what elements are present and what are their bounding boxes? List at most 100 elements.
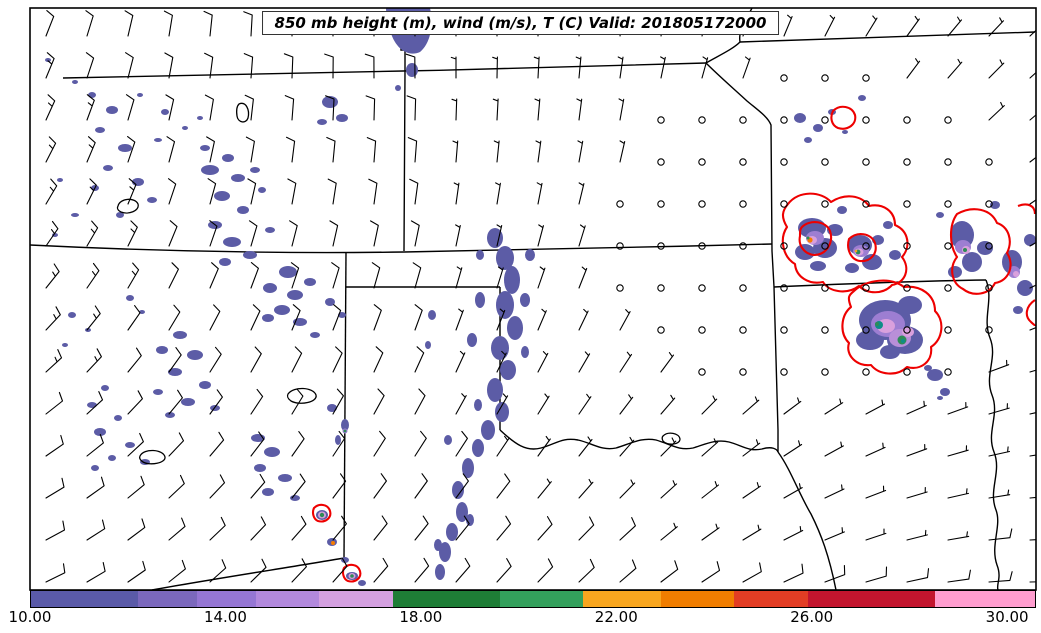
shading-blob	[327, 404, 337, 412]
wind-barb	[947, 58, 963, 79]
wind-barb	[124, 10, 134, 37]
wind-barb	[125, 52, 134, 79]
calm-wind-circle	[862, 368, 870, 376]
wind-barb	[250, 262, 259, 289]
red-temperature-contour	[798, 221, 833, 257]
colorbar-segment	[319, 591, 393, 607]
wind-barb	[578, 182, 585, 205]
shading-blob	[521, 346, 529, 358]
shading-blob	[231, 174, 245, 182]
plot-frame	[29, 7, 1037, 591]
calm-wind-circle	[657, 158, 665, 166]
red-temperature-contour	[949, 208, 1012, 295]
calm-wind-circle	[698, 116, 706, 124]
wind-barb	[492, 98, 499, 121]
calm-wind-circle	[780, 326, 788, 334]
shaded-field	[45, 8, 1036, 586]
wind-barb	[414, 473, 428, 499]
shading-blob	[45, 58, 51, 62]
wind-barb	[1029, 199, 1036, 205]
shading-blob	[358, 580, 366, 586]
calm-wind-circle	[862, 74, 870, 82]
wind-barb	[86, 519, 106, 541]
plot-title: 850 mb height (m), wind (m/s), T (C) Val…	[261, 11, 780, 35]
shading-blob	[264, 447, 280, 457]
wind-barb	[451, 98, 458, 121]
wind-barb	[45, 477, 65, 499]
wind-barb	[455, 473, 469, 499]
wind-barb	[250, 304, 261, 331]
shading-blob	[472, 439, 484, 457]
wind-barb	[324, 53, 334, 79]
shading-core	[901, 339, 905, 343]
wind-barb	[127, 305, 141, 331]
wind-barb	[45, 520, 66, 541]
wind-barb	[405, 53, 416, 79]
shading-blob	[977, 241, 993, 255]
calm-wind-circle	[985, 200, 993, 208]
shading-blob	[858, 95, 866, 101]
shading-blob	[125, 442, 135, 448]
wind-barb	[168, 389, 183, 415]
calm-wind-circle	[944, 116, 952, 124]
wind-barb	[86, 94, 95, 121]
wind-barb	[618, 98, 625, 121]
wind-barb	[291, 346, 303, 373]
wind-barb	[289, 220, 298, 247]
wind-barb	[660, 480, 678, 499]
wind-barb	[332, 473, 347, 499]
shading-blob	[250, 167, 260, 173]
shading-core	[854, 249, 858, 253]
wind-barb	[291, 473, 306, 499]
shading-blob	[936, 212, 944, 218]
shading-blob	[223, 237, 241, 247]
wind-barb	[865, 528, 887, 541]
shading-core	[902, 327, 914, 337]
calm-wind-circle	[780, 116, 788, 124]
wind-barb	[988, 571, 1013, 583]
shading-blob	[481, 420, 495, 440]
wind-barb	[1029, 412, 1036, 415]
calm-wind-circle	[903, 116, 911, 124]
calm-wind-circle	[780, 200, 788, 208]
shading-blob	[504, 266, 520, 294]
wind-barb	[660, 522, 678, 541]
wind-barb	[537, 308, 547, 331]
shading-core	[1013, 271, 1019, 277]
wind-barb	[414, 515, 429, 541]
wind-barb	[414, 388, 426, 415]
calm-wind-circle	[780, 158, 788, 166]
shading-blob	[274, 305, 290, 315]
wind-barb	[414, 430, 427, 457]
wind-barb	[906, 486, 928, 499]
shading-blob	[439, 542, 451, 562]
wind-barb	[291, 515, 307, 541]
shading-blob	[317, 119, 327, 125]
red-temperature-contour	[830, 105, 857, 130]
wind-barb	[373, 304, 382, 331]
shading-blob	[794, 113, 806, 123]
wind-barb	[1029, 29, 1036, 37]
wind-barb	[1029, 114, 1036, 121]
shading-blob	[507, 316, 523, 340]
shading-core	[806, 236, 810, 240]
calm-wind-circle	[944, 326, 952, 334]
shading-blob	[68, 312, 76, 318]
wind-barb	[742, 482, 761, 499]
wind-barb	[1029, 581, 1036, 583]
shading-blob	[474, 399, 482, 411]
wind-barb	[291, 304, 301, 331]
wind-barb	[332, 557, 348, 583]
wind-barb	[250, 473, 266, 499]
shading-blob	[72, 80, 78, 84]
calm-wind-circle	[616, 284, 624, 292]
wind-barb	[1029, 496, 1036, 499]
wind-barb	[947, 401, 969, 415]
shading-blob	[254, 464, 266, 472]
shading-blob	[889, 250, 901, 260]
shading-blob	[126, 295, 134, 301]
shading-blob	[243, 251, 257, 259]
calm-wind-circle	[780, 284, 788, 292]
shading-blob	[237, 206, 249, 214]
wind-barb	[209, 262, 219, 289]
